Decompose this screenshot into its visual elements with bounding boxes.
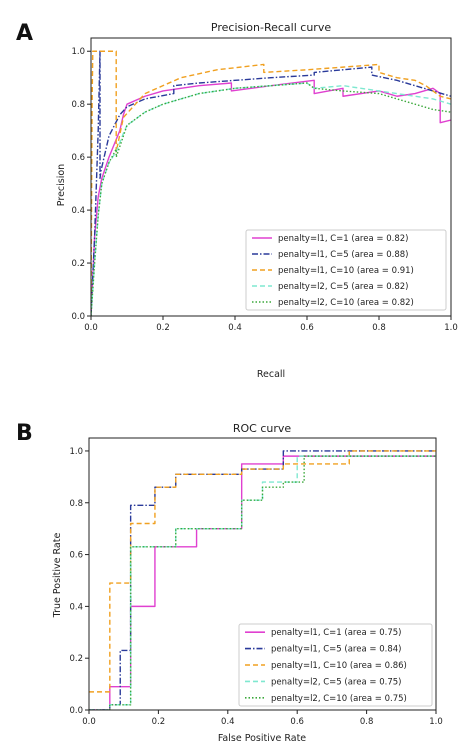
y-tick-label: 0.8 [69, 499, 83, 509]
y-tick-label: 0.4 [69, 602, 83, 612]
x-tick-label: 0.8 [372, 323, 386, 333]
legend-entry-3: penalty=l1, C=10 (area = 0.91) [278, 266, 414, 276]
legend-entry-2: penalty=l1, C=5 (area = 0.84) [271, 645, 401, 655]
panel-a-letter: A [16, 21, 33, 46]
y-tick-label: 0.2 [69, 654, 83, 664]
x-tick-label: 0.4 [228, 323, 242, 333]
legend-entry-4: penalty=l2, C=5 (area = 0.82) [278, 282, 408, 292]
x-tick-label: 0.2 [152, 717, 166, 727]
panel-b-xlabel: False Positive Rate [218, 733, 306, 744]
panel-b-roc-curve: B ROC curve 0.0 0.2 0.4 0.6 0.8 1.00.00.20.40… [16, 421, 443, 744]
x-tick-label: 1.0 [444, 323, 458, 333]
axes-frame [88, 437, 437, 711]
x-tick-label: 0.6 [300, 323, 314, 333]
x-tick-label: 1.0 [429, 717, 443, 727]
series-line-2 [91, 50, 451, 316]
y-tick-label: 0.2 [71, 259, 85, 269]
panel-b-letter: B [16, 421, 33, 446]
y-tick-label: 0.0 [71, 312, 85, 322]
panel-b-ylabel: True Positive Rate [52, 533, 63, 619]
y-tick-label: 0.6 [71, 153, 85, 163]
panel-b-plot-area: 0.0 0.2 0.4 0.6 0.8 1.0 0.0 0.2 0.4 0.6 0.8 1.0 pena… [69, 437, 443, 727]
panel-a-xlabel: Recall [257, 369, 285, 380]
panel-a-title: Precision-Recall curve [211, 21, 331, 34]
legend-entry-1: penalty=l1, C=1 (area = 0.82) [278, 234, 408, 244]
y-tick-label: 1.0 [69, 447, 83, 457]
legend-entry-2: penalty=l1, C=5 (area = 0.88) [278, 250, 408, 260]
series-group [91, 50, 451, 316]
legend-box [238, 623, 433, 707]
legend-entry-3: penalty=l1, C=10 (area = 0.86) [271, 661, 407, 671]
panel-a-pr-curve: A Precision-Recall curve 0.0 0.2 0.4 0.6 0.8… [16, 21, 458, 380]
legend: penalty=l1, C=1 (area = 0.75) penalty=l1,… [238, 623, 433, 707]
series-line-3 [89, 450, 436, 693]
x-tick-label: 0.0 [82, 717, 96, 727]
series-line-5 [91, 82, 451, 316]
series-group [89, 450, 436, 710]
y-tick-label: 0.6 [69, 551, 83, 561]
legend-entry-4: penalty=l2, C=5 (area = 0.75) [271, 677, 401, 687]
series-line-3 [91, 50, 451, 316]
legend-entry-1: penalty=l1, C=1 (area = 0.75) [271, 628, 401, 638]
x-tick-label: 0.6 [290, 717, 304, 727]
series-line-5 [89, 455, 436, 710]
legend-box [245, 229, 447, 311]
y-tick-label: 1.0 [71, 47, 85, 57]
x-tick-label: 0.4 [221, 717, 235, 727]
y-tick-label: 0.8 [71, 100, 85, 110]
legend-entry-5: penalty=l2, C=10 (area = 0.82) [278, 298, 414, 308]
panel-a-plot-area: 0.0 0.2 0.4 0.6 0.8 1.0 0.0 0.2 0.4 0.6 0.8 1.0 pena… [71, 37, 458, 333]
panel-a-ylabel: Precision [56, 164, 67, 206]
series-line-1 [91, 79, 451, 316]
x-tick-label: 0.0 [84, 323, 98, 333]
x-tick-label: 0.8 [360, 717, 374, 727]
y-tick-label: 0.0 [69, 706, 83, 716]
legend-entry-5: penalty=l2, C=10 (area = 0.75) [271, 694, 407, 704]
y-tick-label: 0.4 [71, 206, 85, 216]
panel-b-title: ROC curve [233, 422, 292, 435]
legend: penalty=l1, C=1 (area = 0.82) penalty=l1,… [245, 229, 447, 311]
x-tick-label: 0.2 [156, 323, 170, 333]
axes-frame [90, 37, 452, 317]
